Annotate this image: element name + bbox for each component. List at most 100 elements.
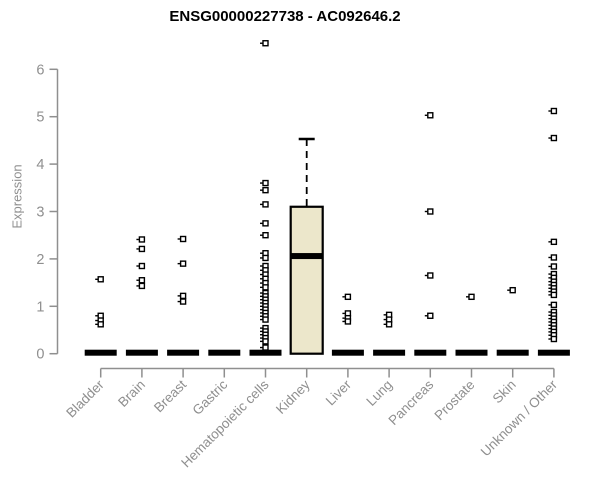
outlier-point: [260, 338, 269, 345]
point-square: [179, 260, 187, 267]
outlier-point: [136, 282, 146, 290]
zero-bar: [455, 349, 488, 356]
outlier-point: [260, 344, 269, 351]
point-square: [427, 312, 434, 319]
x-tick-label: Breast: [151, 377, 189, 415]
outlier-point: [548, 301, 558, 309]
point-square: [97, 276, 104, 283]
x-tick-label: Gastric: [190, 377, 231, 418]
outlier-point: [260, 316, 269, 323]
point-square: [550, 107, 558, 115]
chart-title: ENSG00000227738 - AC092646.2: [169, 8, 401, 25]
outlier-point: [424, 312, 434, 319]
point-square: [427, 208, 434, 215]
boxplot-lung: [373, 311, 406, 356]
outlier-point: [95, 276, 104, 283]
point-square: [262, 186, 269, 194]
outlier-point: [177, 298, 187, 305]
point-square: [427, 272, 434, 279]
outlier-point: [383, 321, 393, 328]
point-square: [179, 292, 187, 300]
x-tick-label: Lung: [363, 377, 395, 409]
point-square: [262, 316, 269, 323]
boxplot-bladder: [84, 276, 117, 356]
point-square: [344, 318, 352, 325]
outlier-point: [548, 134, 558, 142]
point-square: [262, 231, 269, 239]
zero-bar: [167, 349, 200, 356]
y-tick-label: 5: [36, 110, 44, 126]
point-square: [550, 291, 558, 299]
point-square: [138, 262, 146, 270]
x-tick-label: Prostate: [431, 377, 477, 423]
point-square: [550, 238, 558, 246]
outlier-point: [466, 293, 475, 301]
outlier-point: [95, 321, 104, 328]
outlier-point: [548, 254, 558, 261]
point-square: [550, 335, 558, 343]
outlier-point: [260, 201, 269, 208]
outlier-point: [260, 254, 269, 262]
point-square: [179, 298, 187, 305]
y-tick-label: 4: [36, 157, 44, 173]
outlier-point: [260, 40, 269, 47]
point-square: [468, 293, 475, 301]
point-square: [262, 201, 269, 208]
box: [289, 205, 324, 355]
point-square: [550, 263, 558, 270]
point-square: [138, 236, 146, 243]
outlier-point: [548, 107, 558, 115]
zero-bar: [373, 349, 406, 356]
outlier-point: [260, 231, 269, 239]
outlier-point: [260, 179, 269, 187]
outlier-point: [260, 284, 269, 291]
x-tick-label: Pancreas: [385, 377, 436, 428]
point-square: [179, 235, 187, 243]
point-square: [385, 321, 393, 328]
outlier-point: [177, 260, 187, 267]
outlier-point: [548, 335, 558, 343]
point-square: [427, 112, 434, 119]
y-tick-label: 3: [36, 205, 44, 221]
boxplot-liver: [331, 293, 364, 356]
x-tick-label: Kidney: [273, 377, 313, 417]
boxplot-prostate: [455, 293, 488, 356]
outlier-point: [136, 277, 146, 284]
point-square: [550, 134, 558, 142]
zero-bar: [84, 349, 117, 356]
zero-bar: [249, 349, 282, 356]
outlier-point: [424, 112, 434, 119]
outlier-point: [507, 286, 516, 294]
outlier-point: [342, 293, 352, 301]
zero-bar: [496, 349, 529, 356]
zero-bar: [331, 349, 364, 356]
outlier-point: [548, 291, 558, 299]
median-line: [290, 253, 323, 260]
outlier-point: [260, 186, 269, 194]
point-square: [344, 293, 352, 301]
point-square: [262, 284, 269, 291]
boxplot-kidney: [289, 137, 324, 355]
outlier-point: [136, 262, 146, 270]
point-square: [138, 277, 146, 284]
outlier-point: [424, 272, 434, 279]
point-square: [262, 344, 269, 351]
boxplot-skin: [496, 286, 529, 356]
zero-bar: [208, 349, 241, 356]
point-square: [262, 254, 269, 262]
boxplot-pancreas: [414, 112, 447, 356]
zero-bar: [537, 349, 570, 356]
point-square: [509, 286, 516, 294]
outlier-point: [260, 220, 269, 227]
boxplot-unknown-other: [537, 107, 570, 356]
outlier-point: [342, 318, 352, 325]
point-square: [138, 282, 146, 290]
boxplot-breast: [167, 235, 200, 356]
zero-bar: [125, 349, 158, 356]
x-tick-label: Bladder: [63, 377, 107, 421]
outlier-point: [548, 263, 558, 270]
outlier-point: [136, 245, 146, 253]
point-square: [262, 179, 269, 187]
